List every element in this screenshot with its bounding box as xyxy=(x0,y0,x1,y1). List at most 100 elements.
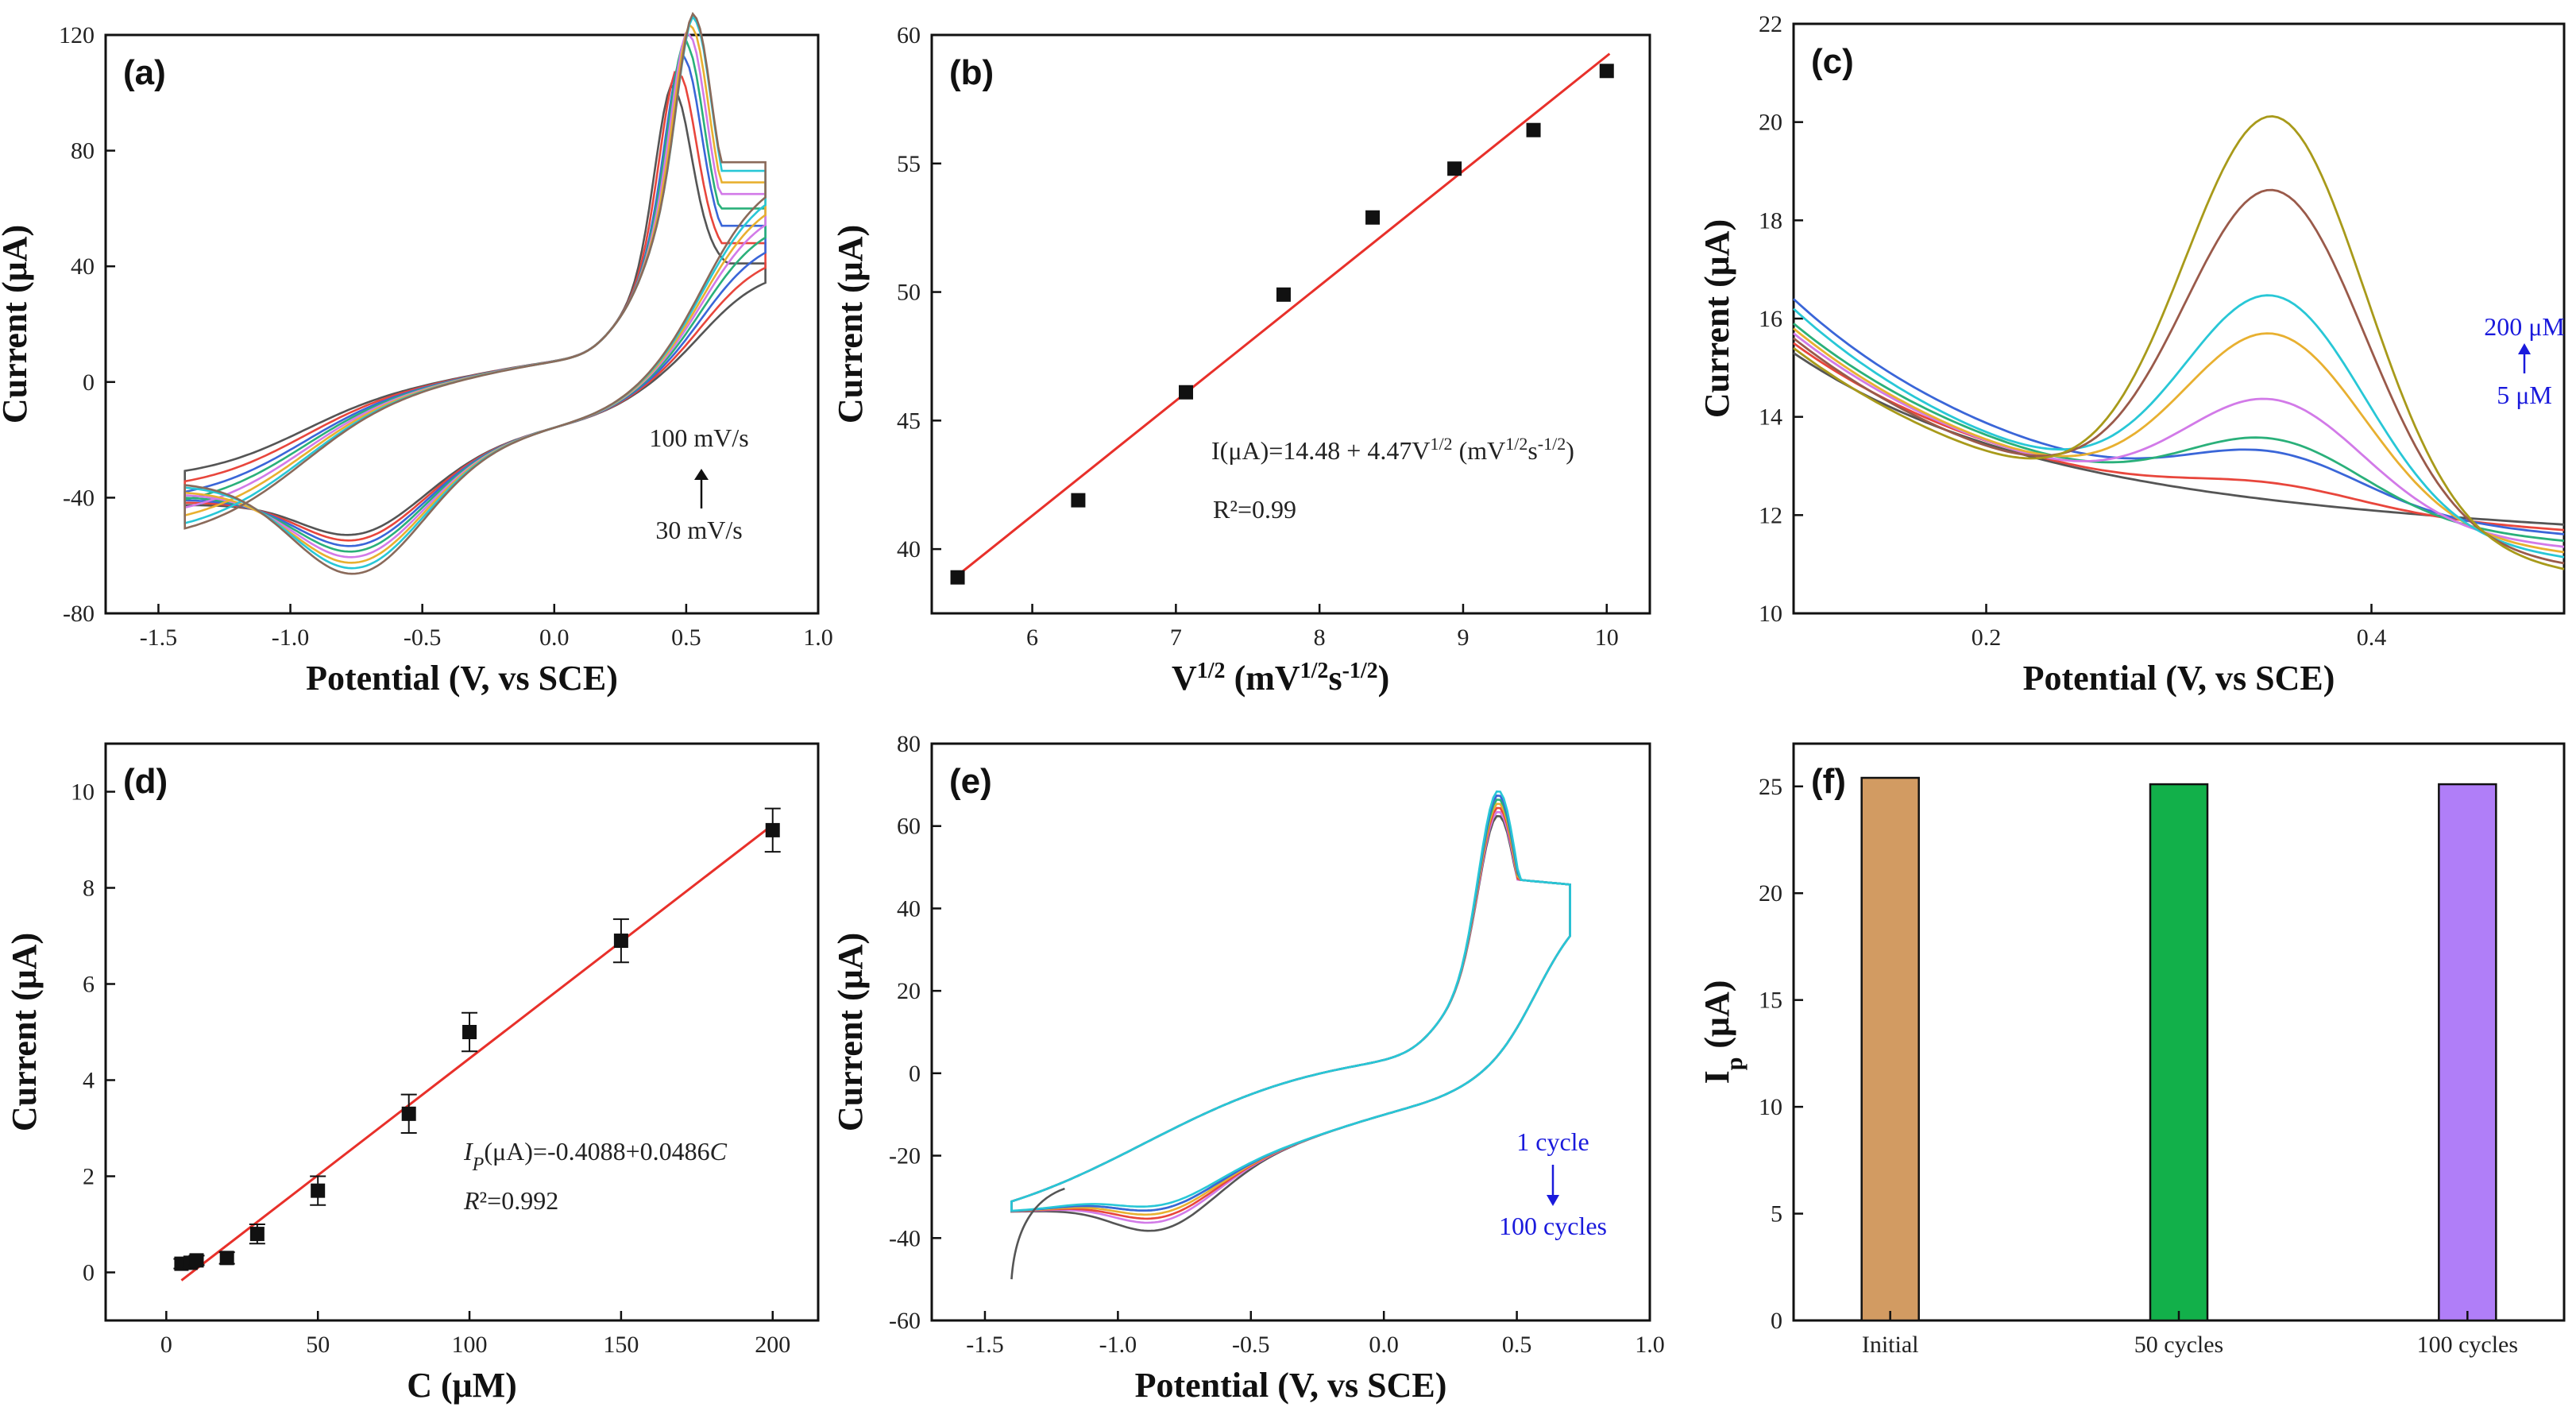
y-axis-label: Ip (μA) xyxy=(1697,980,1748,1084)
cv-cycle-curve xyxy=(1010,790,1571,1212)
annotation-top: 200 μM xyxy=(2484,312,2565,341)
x-tick-label: 6 xyxy=(1026,624,1038,651)
data-point xyxy=(950,570,965,585)
y-tick-label: -20 xyxy=(889,1143,921,1170)
y-tick-label: 20 xyxy=(897,978,921,1004)
data-point xyxy=(219,1251,234,1266)
x-tick-label: 0.2 xyxy=(1972,624,2002,651)
data-point xyxy=(1276,287,1291,302)
y-tick-label: 2 xyxy=(83,1164,95,1190)
y-tick-label: 25 xyxy=(1759,774,1782,800)
cv-curve-60 xyxy=(183,36,767,553)
data-point xyxy=(1599,64,1614,79)
dpv-curve-50 xyxy=(1793,332,2565,548)
y-tick-label: 45 xyxy=(897,408,921,434)
cv-curve-50 xyxy=(183,50,767,547)
y-axis-label: Current (μA) xyxy=(1697,219,1736,418)
panel-a-cv-scan-rate: -1.5 -1.0 -0.5 0.0 0.5 1.0 -80 -40 0 40 80 120 (a) Cu… xyxy=(0,11,833,698)
panel-d-calibration: 0 50 100 150 200 0 2 4 6 8 10 (d) Current (μA) C (μM)… xyxy=(5,742,820,1405)
annotation-bottom: 100 cycles xyxy=(1499,1212,1607,1240)
y-axis-label: Current (μA) xyxy=(5,933,44,1131)
data-point xyxy=(1526,122,1541,137)
x-tick-label: 0 xyxy=(160,1332,172,1358)
y-tick-label: 40 xyxy=(897,536,921,563)
y-tick-label: 14 xyxy=(1759,404,1782,431)
y-tick-label: 5 xyxy=(1771,1201,1782,1227)
cv-cycle-curve xyxy=(1010,806,1571,1220)
y-tick-label: 80 xyxy=(71,138,95,164)
plot-frame xyxy=(104,742,820,1322)
panel-label: (b) xyxy=(949,53,994,92)
x-tick-label: -1.5 xyxy=(140,624,178,651)
cv-cycle-curve xyxy=(1010,802,1571,1216)
y-tick-label: 0 xyxy=(83,369,95,396)
x-tick-label: 9 xyxy=(1457,624,1469,651)
y-tick-label: 12 xyxy=(1759,502,1782,528)
x-tick-label: 150 xyxy=(603,1332,639,1358)
y-tick-label: -40 xyxy=(63,485,95,511)
panel-b-current-vs-sqrt-scan-rate: 6 7 8 9 10 40 45 50 55 60 (b) Current (μA) V1/2 (mV1… xyxy=(831,22,1651,698)
cv-cycle-curve xyxy=(1010,810,1571,1224)
data-point xyxy=(613,934,628,949)
y-tick-label: 4 xyxy=(83,1068,95,1094)
plot-frame xyxy=(930,33,1651,615)
y-axis-label: Current (μA) xyxy=(0,225,34,423)
y-axis-label: Current (μA) xyxy=(831,933,870,1131)
y-tick-label: 15 xyxy=(1759,988,1782,1014)
x-tick-label: 8 xyxy=(1314,624,1326,651)
data-point xyxy=(765,822,780,837)
data-point xyxy=(311,1183,326,1198)
data-point xyxy=(189,1253,204,1268)
cv-curve-70 xyxy=(183,32,767,559)
x-tick-label: -0.5 xyxy=(1232,1332,1270,1358)
x-tick-label: -1.0 xyxy=(272,624,310,651)
plot-frame xyxy=(1792,22,2566,615)
y-tick-label: 55 xyxy=(897,151,921,177)
y-tick-label: 60 xyxy=(897,22,921,48)
fit-equation: IP(μA)=-0.4088+0.0486C xyxy=(463,1137,728,1175)
x-axis-label: Potential (V, vs SCE) xyxy=(1135,1366,1447,1405)
panel-label: (d) xyxy=(123,762,168,801)
x-tick-label: 200 xyxy=(755,1332,790,1358)
fit-line xyxy=(952,52,1611,580)
x-tick-label: 0.0 xyxy=(1369,1332,1399,1358)
y-tick-label: 0 xyxy=(909,1061,921,1087)
x-tick-label: 1.0 xyxy=(803,624,833,651)
x-tick-label: 10 xyxy=(1595,624,1619,651)
x-axis-label: V1/2 (mV1/2s-1/2) xyxy=(1172,659,1389,698)
x-category-label: Initial xyxy=(1862,1332,1919,1358)
bar-1 xyxy=(2149,783,2209,1322)
y-tick-label: -60 xyxy=(889,1308,921,1334)
arrow-head xyxy=(2518,343,2531,354)
y-tick-label: 0 xyxy=(83,1260,95,1286)
first-cycle-tail xyxy=(1010,1187,1065,1280)
y-tick-label: 22 xyxy=(1759,11,1782,37)
dpv-curve-30 xyxy=(1793,323,2565,543)
y-tick-label: 120 xyxy=(59,22,95,48)
arrow-head xyxy=(1547,1195,1559,1206)
x-tick-label: 0.0 xyxy=(539,624,570,651)
dpv-curve-80 xyxy=(1793,327,2565,554)
bar-2 xyxy=(2438,783,2497,1322)
annotation-top: 100 mV/s xyxy=(649,423,748,452)
x-category-label: 50 cycles xyxy=(2134,1332,2223,1358)
data-point xyxy=(1071,493,1086,508)
fit-equation: I(μA)=14.48 + 4.47V1/2 (mV1/2s-1/2) xyxy=(1211,434,1574,466)
annotation-bottom: 30 mV/s xyxy=(655,516,742,544)
x-axis-label: C (μM) xyxy=(407,1366,517,1405)
bar-0 xyxy=(1860,776,1920,1322)
cv-cycle-curve xyxy=(1010,794,1571,1212)
r-squared: R²=0.99 xyxy=(1213,495,1296,524)
x-axis-label: Potential (V, vs SCE) xyxy=(2023,659,2335,698)
panel-label: (c) xyxy=(1811,42,1854,81)
y-tick-label: 8 xyxy=(83,876,95,902)
x-tick-label: 0.5 xyxy=(1502,1332,1532,1358)
y-tick-label: 10 xyxy=(71,779,95,806)
y-tick-label: -80 xyxy=(63,601,95,627)
x-tick-label: 7 xyxy=(1170,624,1182,651)
dpv-curve-10 xyxy=(1793,342,2565,532)
panel-label: (e) xyxy=(949,762,992,801)
cv-cycle-curve xyxy=(1010,798,1571,1212)
x-tick-label: 1.0 xyxy=(1635,1332,1665,1358)
